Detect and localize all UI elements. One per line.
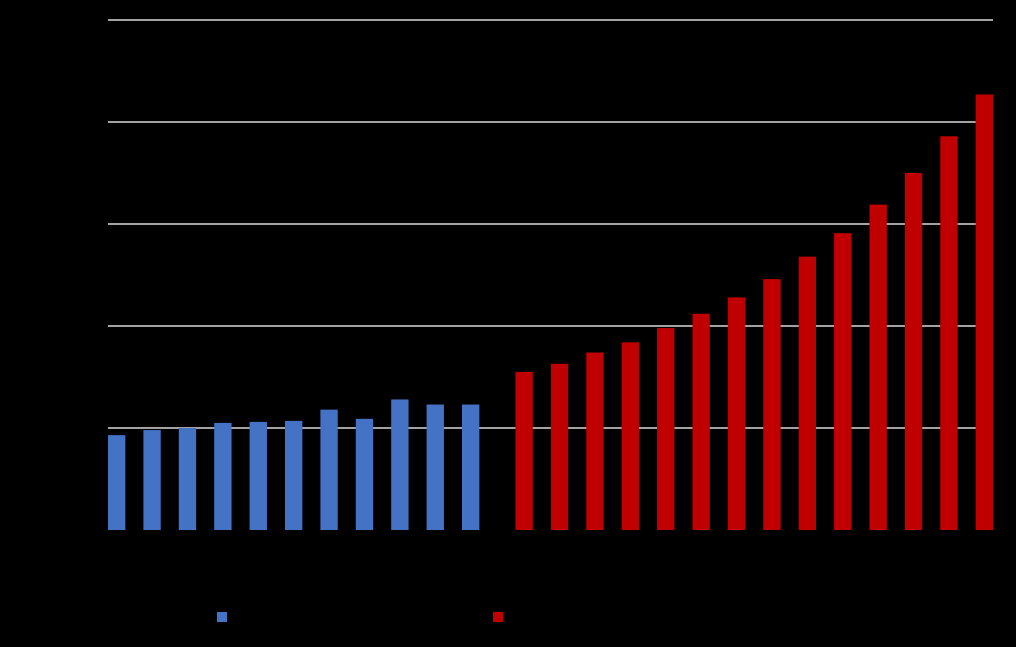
bar: [391, 399, 409, 530]
bar: [586, 352, 604, 530]
bar: [621, 342, 639, 530]
bar: [550, 363, 569, 530]
bar: [426, 404, 444, 530]
bar: [320, 409, 338, 530]
bar: [975, 94, 993, 531]
bar: [462, 404, 480, 530]
bar: [727, 297, 746, 530]
legend-marker: [217, 612, 227, 622]
bar: [692, 313, 710, 530]
bar: [657, 328, 675, 530]
bar: [869, 204, 887, 530]
bar: [214, 422, 232, 530]
bar: [178, 428, 197, 530]
bar: [515, 371, 533, 530]
legend-marker: [493, 612, 503, 622]
bar: [285, 420, 303, 530]
bar: [940, 136, 958, 530]
bar: [108, 435, 126, 530]
bar: [355, 418, 374, 530]
bar: [798, 256, 816, 530]
bar: [834, 233, 852, 530]
bar: [763, 279, 781, 530]
bar: [249, 421, 267, 530]
bar: [904, 173, 923, 530]
bar: [143, 430, 161, 530]
